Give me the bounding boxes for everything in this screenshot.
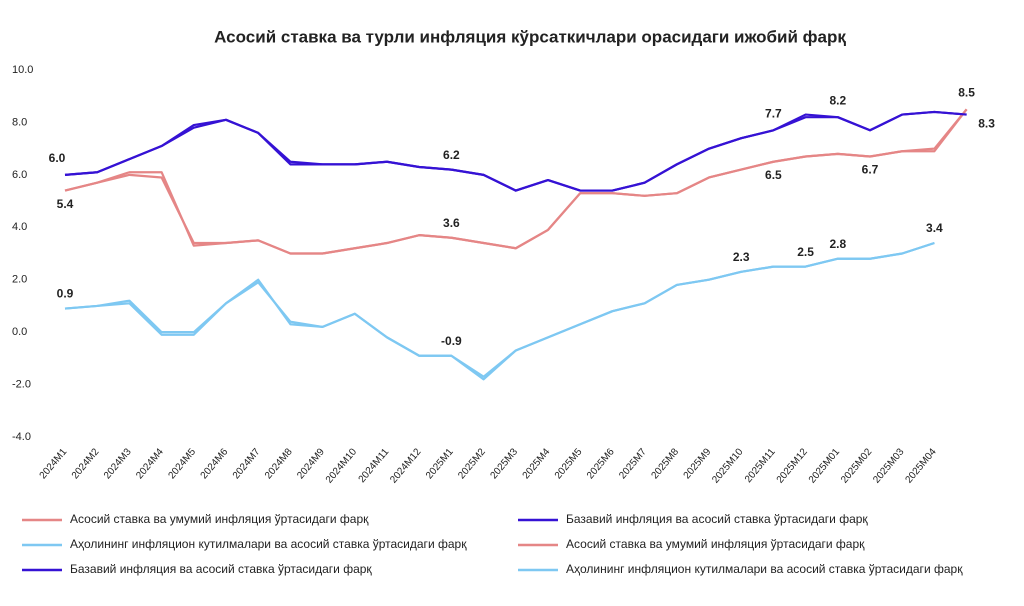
x-tick-label: 2025M7 [617,446,649,481]
y-tick-label: -4.0 [12,431,31,443]
x-tick-label: 2025M8 [649,446,681,481]
y-tick-label: -2.0 [12,378,31,390]
data-label: 6.5 [765,168,782,182]
x-tick-label: 2025M5 [553,446,585,481]
y-tick-label: 6.0 [12,169,27,181]
legend-label: Базавий инфляция ва асосий ставка ўртаси… [70,562,372,576]
data-label: 3.6 [443,216,460,230]
legend-label: Аҳолининг инфляцион кутилмалари ва асоси… [566,562,963,576]
x-tick-label: 2025M6 [585,446,617,481]
x-tick-label: 2025M1 [424,446,456,481]
x-tick-label: 2024M6 [199,446,231,481]
data-label: -0.9 [441,334,462,348]
x-tick-label: 2024M4 [134,446,166,481]
x-tick-label: 2025M11 [743,446,778,485]
x-tick-label: 2024M8 [263,446,295,481]
legend-label: Асосий ставка ва умумий инфляция ўртасид… [566,537,865,551]
data-label: 6.7 [862,163,879,177]
x-tick-label: 2024M9 [295,446,327,481]
x-tick-label: 2025M3 [488,446,520,481]
x-tick-label: 2024M7 [231,446,263,481]
data-label: 7.7 [765,106,782,120]
series-line [64,108,968,255]
x-tick-label: 2025M04 [903,446,939,485]
x-tick-label: 2025M4 [521,446,553,481]
x-tick-label: 2025M02 [839,446,875,485]
y-tick-label: 0.0 [12,326,27,338]
x-tick-label: 2025M03 [871,446,907,485]
series-line [64,110,967,192]
x-tick-label: 2024M1 [38,446,70,481]
y-tick-label: 4.0 [12,221,27,233]
x-tick-label: 2025M2 [456,446,488,481]
legend-label: Базавий инфляция ва асосий ставка ўртаси… [566,512,868,526]
x-tick-label: 2025M10 [710,446,746,485]
x-tick-label: 2025M12 [775,446,811,485]
y-tick-label: 10.0 [12,64,33,76]
x-tick-label: 2024M11 [357,446,392,485]
chart-title: Асосий ставка ва турли инфляция кўрсатки… [214,27,846,46]
series-line [64,241,935,378]
data-label: 2.3 [733,250,750,264]
legend-label: Асосий ставка ва умумий инфляция ўртасид… [70,512,369,526]
x-tick-label: 2024M12 [388,446,424,485]
data-label: 0.9 [57,287,74,301]
series-line [64,110,967,192]
data-label: 5.4 [57,197,74,211]
data-label: 6.0 [49,151,66,165]
data-label: 3.4 [926,221,943,235]
data-label: 2.8 [829,237,846,251]
series-line [64,108,968,255]
series-line [64,241,935,381]
data-label: 8.3 [978,117,995,131]
x-tick-label: 2025M01 [807,446,843,485]
x-tick-label: 2024M3 [102,446,134,481]
data-label: 8.5 [958,85,975,99]
y-tick-label: 2.0 [12,274,27,286]
x-tick-label: 2024M2 [70,446,102,481]
data-label: 6.2 [443,148,460,162]
legend-label: Аҳолининг инфляцион кутилмалари ва асоси… [70,537,467,551]
x-tick-label: 2025M9 [682,446,714,481]
x-tick-label: 2024M5 [166,446,198,481]
y-tick-label: 8.0 [12,116,27,128]
data-label: 8.2 [829,93,846,107]
x-tick-label: 2024M10 [324,446,360,485]
data-label: 2.5 [797,245,814,259]
